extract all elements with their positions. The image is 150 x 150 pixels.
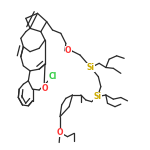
Text: Si: Si — [93, 92, 102, 101]
Text: O: O — [57, 128, 63, 137]
Text: O: O — [42, 84, 48, 93]
Text: Si: Si — [87, 63, 95, 72]
Text: O: O — [65, 46, 72, 55]
Text: Cl: Cl — [48, 72, 57, 81]
